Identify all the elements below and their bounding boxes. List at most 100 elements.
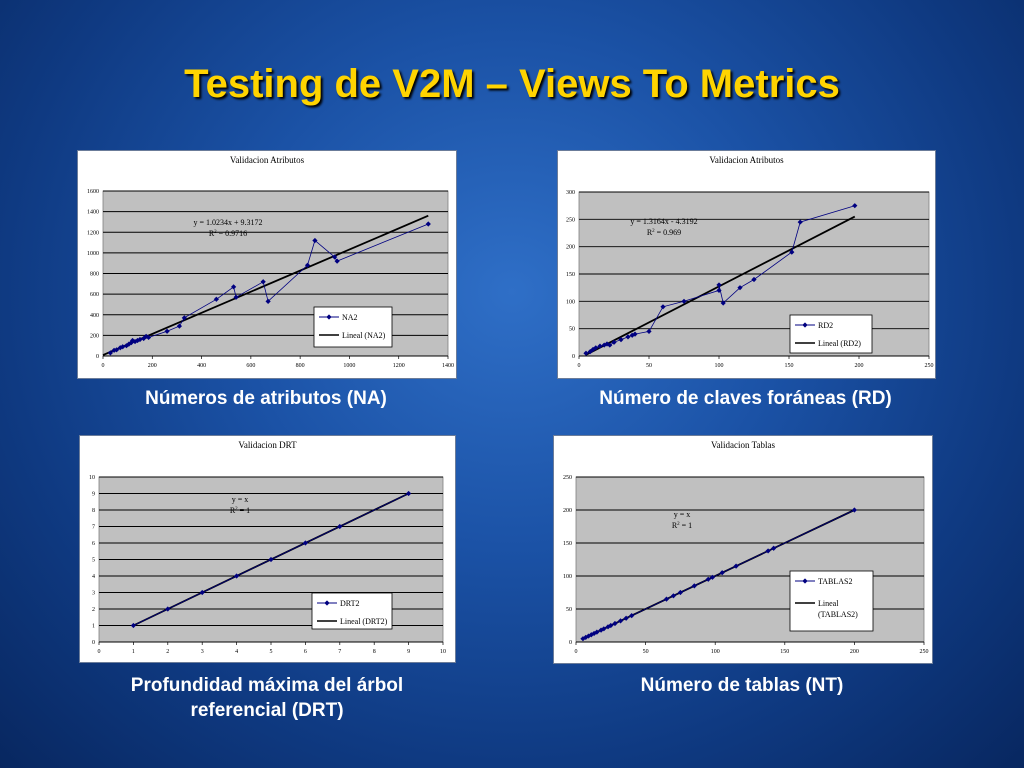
y-tick-label: 1400 — [87, 210, 99, 216]
data-point — [304, 262, 311, 268]
data-point — [604, 341, 610, 347]
x-tick-label: 5 — [270, 649, 273, 655]
caption-nt: Número de tablas (NT) — [640, 675, 844, 696]
legend-trend-label: Lineal (RD2) — [818, 339, 861, 348]
x-tick-label: 1000 — [343, 363, 355, 369]
data-point — [771, 545, 777, 551]
y-tick-label: 1600 — [87, 189, 99, 195]
chart-panel-nt: Validacion Tablas 0 50 100 150 200 250 0 50 100 15… — [553, 435, 933, 664]
chart-panel-drt: Validacion DRT 0 1 2 3 4 5 6 7 8 9 10 0 1 2 3 4 5 6 7 8 9 10 y … — [79, 435, 456, 663]
data-point — [617, 618, 624, 624]
data-point — [143, 333, 149, 340]
trend-equation: y = x — [232, 495, 249, 504]
y-tick-label: 3 — [92, 591, 95, 597]
y-tick-label: 250 — [566, 217, 575, 223]
chart-title: Validacion Tablas — [711, 440, 775, 450]
x-tick-label: 600 — [246, 363, 255, 369]
y-tick-label: 8 — [92, 508, 95, 514]
data-point — [120, 344, 126, 350]
y-tick-label: 150 — [563, 541, 572, 547]
x-tick-label: 50 — [646, 363, 652, 369]
y-tick-label: 4 — [92, 574, 95, 580]
x-tick-label: 1200 — [393, 363, 405, 369]
chart-panel-rd: Validacion Atributos 0 50 100 150 200 250 300 0 5… — [557, 150, 936, 379]
y-tick-label: 10 — [89, 475, 95, 481]
x-tick-label: 9 — [407, 649, 410, 655]
x-tick-label: 2 — [166, 649, 169, 655]
y-tick-label: 400 — [90, 313, 99, 319]
data-point — [164, 328, 170, 334]
data-point — [137, 336, 143, 343]
legend-series-marker — [802, 578, 808, 584]
y-tick-label: 5 — [92, 558, 95, 564]
data-point — [605, 624, 611, 630]
y-tick-label: 250 — [563, 475, 572, 481]
data-point — [332, 254, 338, 260]
data-point — [608, 622, 614, 629]
x-tick-label: 0 — [578, 363, 581, 369]
data-point — [176, 323, 182, 329]
data-point — [234, 573, 240, 579]
y-tick-label: 50 — [566, 607, 572, 613]
x-tick-label: 10 — [440, 649, 446, 655]
y-tick-label: 6 — [92, 541, 95, 547]
data-point — [145, 334, 152, 341]
data-point — [334, 258, 340, 264]
x-tick-label: 200 — [855, 363, 864, 369]
legend-box — [313, 306, 393, 348]
y-tick-label: 1 — [92, 624, 95, 630]
data-point — [337, 523, 343, 530]
x-tick-label: 1400 — [442, 363, 454, 369]
legend-series-marker — [326, 314, 332, 320]
chart-title: Validacion Atributos — [709, 155, 784, 165]
x-tick-label: 0 — [102, 363, 105, 369]
x-tick-label: 100 — [711, 649, 720, 655]
slide-title: Testing de V2M – Views To Metrics — [184, 62, 840, 106]
legend-series-label: NA2 — [342, 313, 358, 322]
x-tick-label: 250 — [920, 649, 929, 655]
x-tick-label: 50 — [643, 649, 649, 655]
x-tick-label: 150 — [785, 363, 794, 369]
chart-panel-na: Validacion Atributos 0 200 400 600 800 1000 120… — [77, 150, 457, 379]
chart-nt: Validacion Tablas 0 50 100 150 200 250 0 50 100 15… — [563, 440, 929, 655]
x-tick-label: 6 — [304, 649, 307, 655]
x-tick-label: 400 — [197, 363, 206, 369]
data-point — [611, 339, 617, 345]
x-tick-label: 200 — [148, 363, 157, 369]
y-tick-label: 200 — [566, 245, 575, 251]
y-tick-label: 150 — [566, 272, 575, 278]
data-point — [852, 203, 858, 209]
data-point — [126, 341, 132, 347]
caption-rd: Número de claves foráneas (RD) — [599, 388, 892, 409]
x-tick-label: 1 — [132, 649, 135, 655]
y-tick-label: 300 — [566, 190, 575, 196]
trend-r2: R2 = 1 — [230, 506, 250, 515]
trend-equation: y = x — [674, 510, 691, 519]
data-point — [181, 315, 187, 321]
data-point — [130, 622, 136, 629]
x-tick-label: 100 — [715, 363, 724, 369]
x-tick-label: 8 — [373, 649, 376, 655]
trend-equation: y = 1.0234x + 9.3172 — [193, 218, 262, 227]
trend-r2: R2 = 1 — [672, 521, 692, 530]
data-point — [265, 298, 271, 304]
caption-drt: Profundidad máxima del árbol referencial… — [130, 675, 404, 721]
data-point — [583, 350, 589, 356]
trend-equation: y = 1.3164x - 4.3192 — [630, 217, 697, 226]
legend-series-marker — [324, 600, 330, 606]
chart-title: Validacion DRT — [238, 440, 297, 450]
data-point — [268, 556, 274, 563]
legend-trend-label: Lineal (DRT2) — [340, 617, 388, 626]
x-tick-label: 800 — [296, 363, 305, 369]
y-tick-label: 1000 — [87, 251, 99, 257]
y-tick-label: 0 — [572, 354, 575, 360]
legend-series-marker — [802, 322, 808, 328]
y-tick-label: 0 — [569, 640, 572, 646]
data-point — [165, 606, 171, 612]
y-tick-label: 800 — [90, 272, 99, 278]
legend-box — [789, 314, 873, 354]
data-point — [129, 337, 136, 344]
y-tick-label: 0 — [92, 640, 95, 646]
x-tick-label: 3 — [201, 649, 204, 655]
data-point — [134, 337, 141, 344]
